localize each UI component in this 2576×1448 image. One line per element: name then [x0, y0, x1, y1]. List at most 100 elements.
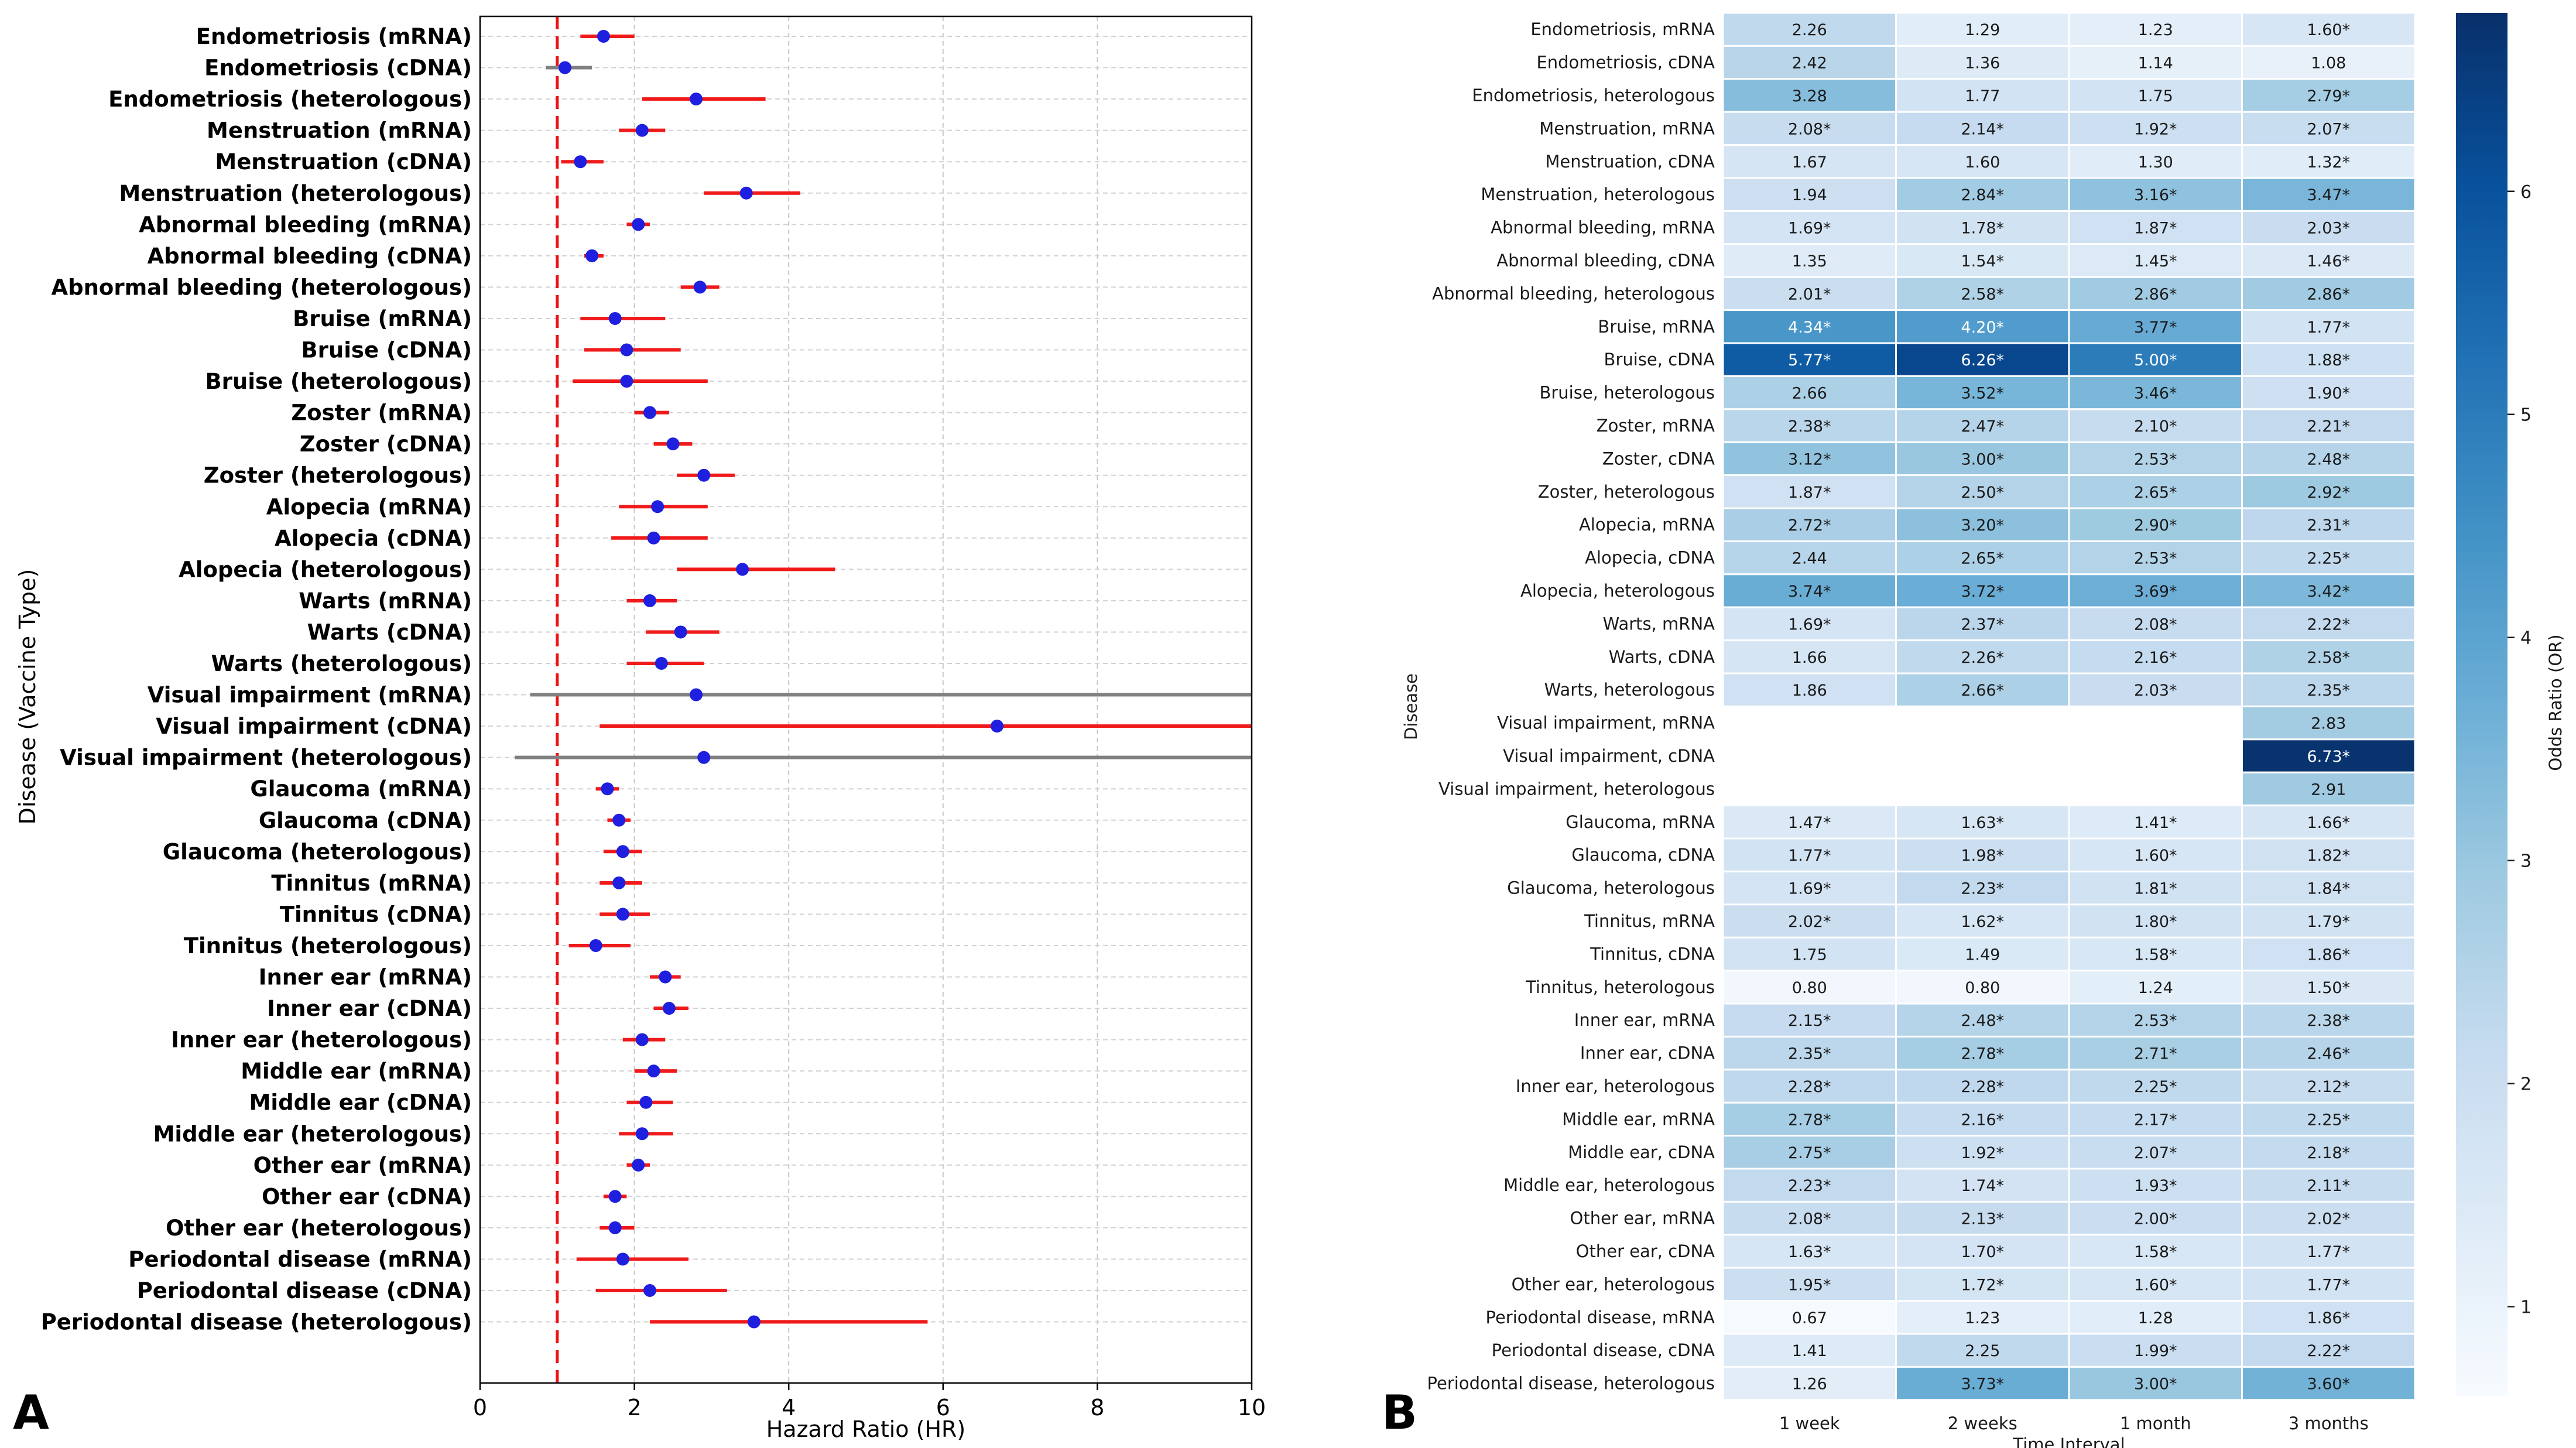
- heatmap-cell-value: 2.65*: [1961, 550, 2004, 568]
- heatmap-row-label: Tinnitus, cDNA: [1590, 944, 1715, 964]
- heatmap-row-label: Glaucoma, heterologous: [1507, 878, 1715, 898]
- row-label: Other ear (mRNA): [254, 1153, 472, 1178]
- heatmap-cell-value: 1.41: [1792, 1342, 1827, 1360]
- heatmap-cell-value: 2.02*: [2307, 1210, 2350, 1228]
- heatmap-cell: [2241, 1101, 2416, 1137]
- heatmap-cell-value: 1.86*: [2307, 1309, 2350, 1327]
- hazard-ratio-point: [635, 1033, 649, 1046]
- heatmap-cell: [1722, 936, 1897, 972]
- heatmap-cell-value: 2.22*: [2307, 615, 2350, 634]
- heatmap-cell-value: 6.73*: [2307, 748, 2350, 766]
- heatmap-cell-value: 1.79*: [2307, 913, 2350, 931]
- heatmap-cell-value: 1.74*: [1961, 1177, 2004, 1195]
- heatmap-cell-value: 1.95*: [1788, 1276, 1831, 1294]
- heatmap-row-label: Endometriosis, cDNA: [1536, 53, 1715, 73]
- heatmap-cell-value: 2.28*: [1961, 1078, 2004, 1096]
- heatmap-cell: [2241, 408, 2416, 443]
- hazard-ratio-point: [608, 311, 622, 325]
- heatmap-cell-value: 1.87*: [1788, 484, 1831, 502]
- row-label: Other ear (cDNA): [262, 1184, 472, 1209]
- row-label: Zoster (heterologous): [204, 463, 472, 488]
- x-tick-label: 2: [628, 1395, 642, 1420]
- heatmap-row-label: Bruise, cDNA: [1604, 350, 1715, 369]
- heatmap-cell: [1722, 375, 1897, 410]
- colorbar-tick-label: 1: [2520, 1298, 2532, 1318]
- heatmap-cell-value: 1.50*: [2307, 979, 2350, 997]
- heatmap-row-label: Middle ear, heterologous: [1503, 1175, 1715, 1195]
- heatmap-cell-value: 2.25*: [2134, 1078, 2177, 1096]
- hazard-ratio-point: [643, 1284, 656, 1297]
- heatmap-cell-value: 2.47*: [1961, 417, 2004, 436]
- heatmap-cell-value: 6.26*: [1961, 351, 2004, 369]
- heatmap-cell-value: 2.78*: [1961, 1045, 2004, 1063]
- heatmap-cell-value: 2.08*: [1788, 120, 1831, 138]
- heatmap-cell: [1722, 805, 1897, 840]
- hazard-ratio-point: [659, 970, 672, 984]
- heatmap-row-label: Endometriosis, heterologous: [1472, 85, 1715, 105]
- heatmap-cell-value: 1.86*: [2307, 946, 2350, 964]
- heatmap-cell-value: 2.48*: [1961, 1012, 2004, 1030]
- hazard-ratio-point: [747, 1315, 761, 1329]
- heatmap-cell: [2068, 936, 2243, 972]
- heatmap-cell: [2241, 441, 2416, 477]
- heatmap-cell-value: 1.45*: [2134, 252, 2177, 271]
- heatmap-row-label: Menstruation, cDNA: [1545, 152, 1715, 172]
- heatmap-cell-value: 1.82*: [2307, 847, 2350, 865]
- heatmap-cell: [1895, 44, 2070, 80]
- heatmap-cell-value: 1.80*: [2134, 913, 2177, 931]
- heatmap-x-axis-title: Time Interval: [2012, 1435, 2125, 1448]
- row-label: Middle ear (cDNA): [249, 1090, 472, 1115]
- heatmap-cell-value: 2.15*: [1788, 1012, 1831, 1030]
- row-label: Inner ear (cDNA): [267, 996, 472, 1021]
- heatmap-cell: [2241, 1365, 2416, 1401]
- heatmap-cell-value: 2.44: [1792, 550, 1827, 568]
- heatmap-cell: [1722, 837, 1897, 872]
- heatmap-cell: [2241, 540, 2416, 576]
- heatmap-cell-value: 3.12*: [1788, 450, 1831, 468]
- heatmap-row-label: Zoster, mRNA: [1597, 416, 1715, 436]
- hazard-ratio-point: [635, 1127, 649, 1141]
- heatmap-cell-value: 1.90*: [2307, 385, 2350, 403]
- heatmap-cell: [2241, 144, 2416, 179]
- heatmap-cell-value: 3.46*: [2134, 385, 2177, 403]
- hazard-ratio-point: [651, 500, 664, 514]
- hazard-ratio-point: [647, 531, 660, 545]
- colorbar-title: Odds Ratio (OR): [2546, 634, 2565, 771]
- heatmap-cell: [2068, 970, 2243, 1005]
- forest-plot-panel: Endometriosis (mRNA) Endometriosis (cDNA)…: [15, 15, 1266, 1442]
- heatmap-cell-value: 2.22*: [2307, 1342, 2350, 1360]
- heatmap-cell-value: 2.53*: [2134, 550, 2177, 568]
- heatmap-row-label: Alopecia, heterologous: [1520, 581, 1715, 601]
- heatmap-cell-value: 3.20*: [1961, 516, 2004, 535]
- heatmap-cell: [2068, 44, 2243, 80]
- heatmap-cell: [2241, 1002, 2416, 1038]
- row-label: Visual impairment (heterologous): [60, 745, 472, 771]
- heatmap-cell-value: 2.17*: [2134, 1111, 2177, 1129]
- hazard-ratio-point: [620, 375, 633, 388]
- heatmap-cell-value: 1.75: [1792, 946, 1827, 964]
- heatmap-cell: [2241, 970, 2416, 1005]
- heatmap-cell: [1895, 111, 2070, 146]
- heatmap-cell-value: 1.35: [1792, 252, 1827, 271]
- heatmap-cell-value: 2.16*: [2134, 649, 2177, 667]
- hazard-ratio-point: [632, 1158, 645, 1172]
- heatmap-cell: [1722, 970, 1897, 1005]
- heatmap-cell: [2241, 1300, 2416, 1335]
- heatmap-cell-value: 2.26: [1792, 21, 1827, 39]
- heatmap-cell: [2068, 606, 2243, 642]
- row-label: Alopecia (cDNA): [275, 526, 472, 551]
- row-label: Tinnitus (heterologous): [184, 933, 472, 959]
- heatmap-cell-value: 2.25*: [2307, 1111, 2350, 1129]
- heatmap-cell-value: 3.00*: [1961, 450, 2004, 468]
- heatmap-cell: [1722, 507, 1897, 542]
- heatmap-cell-value: 1.77*: [2307, 1243, 2350, 1261]
- heatmap-cell: [2241, 111, 2416, 146]
- hazard-ratio-point: [736, 563, 749, 576]
- row-label: Warts (cDNA): [307, 619, 472, 645]
- hazard-ratio-point: [647, 1064, 660, 1078]
- heatmap-cell: [2241, 210, 2416, 245]
- heatmap-cell-value: 1.66*: [2307, 814, 2350, 832]
- heatmap-cell-value: 3.74*: [1788, 583, 1831, 601]
- row-label: Endometriosis (cDNA): [204, 56, 472, 81]
- heatmap-row-label: Abnormal bleeding, mRNA: [1491, 218, 1715, 238]
